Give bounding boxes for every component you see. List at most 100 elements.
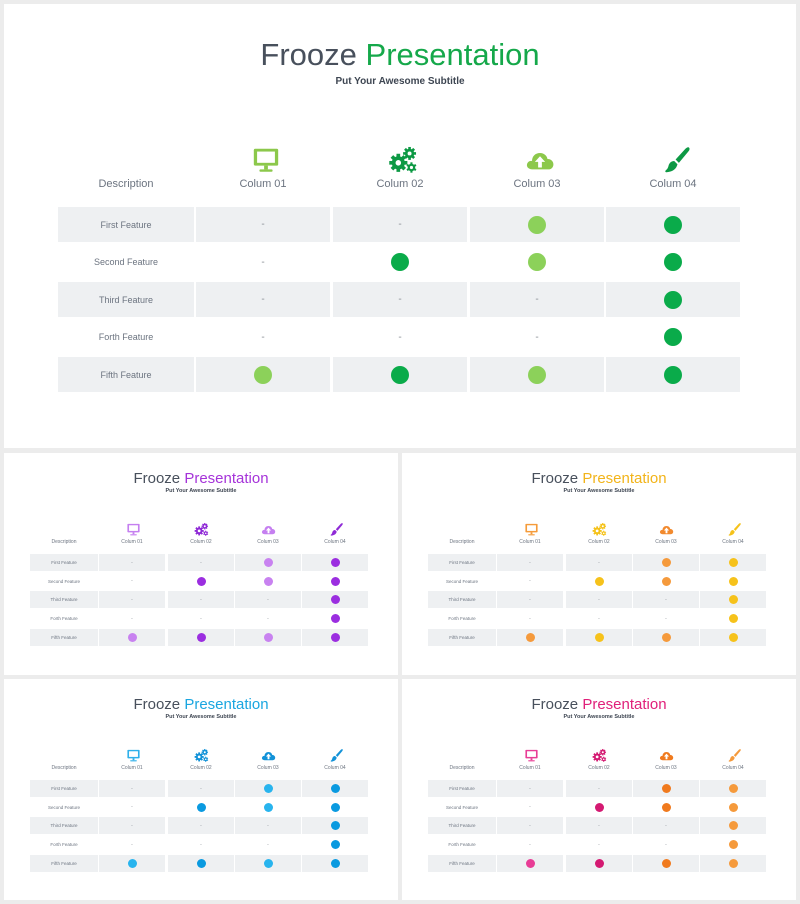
description-header: Description [449,539,475,545]
cloud-upload-icon [659,748,674,763]
gears-icon [592,748,607,763]
dash-mark: - [200,785,202,792]
table-cell [633,554,699,571]
table-cell: - [633,610,699,627]
table-cell [633,628,699,646]
table-cell [302,799,368,816]
column-header: Colum 01 [239,178,287,190]
slide-title: Frooze Presentation [4,37,796,73]
status-dot [594,632,604,642]
table-cell [700,554,766,571]
table-cell [566,854,632,872]
table-cell: - [566,554,632,571]
status-dot [528,215,546,234]
table-cell: - [470,320,604,355]
slide-purple: Frooze Presentation Put Your Awesome Subt… [4,453,398,675]
table-cell: - [333,207,467,242]
column-header: Colum 02 [190,539,212,545]
title-dark-word: Frooze [133,470,181,487]
row-label: First Feature [30,554,98,571]
status-dot [664,290,682,309]
dash-mark: - [131,578,133,585]
table-cell: - [633,817,699,835]
column-header: Colum 01 [519,765,541,771]
title-accent-word: Presentation [184,470,269,487]
table-cell [606,320,740,355]
row-label: Fifth Feature [30,628,98,646]
gears-icon [592,522,607,537]
cloud-upload-icon [525,145,555,175]
table-cell [168,799,234,816]
column-header: Colum 02 [588,765,610,771]
table-cell [700,780,766,797]
dash-mark: - [529,822,531,829]
table-cell [633,573,699,590]
dash-mark: - [131,785,133,792]
row-label: Forth Feature [98,332,154,342]
table-cell [99,628,165,646]
dash-mark: - [529,615,531,622]
row-label: First Feature [58,207,194,242]
table-cell: - [497,573,563,590]
slide-subtitle: Put Your Awesome Subtitle [165,714,237,720]
status-dot [661,858,671,868]
slide-main-green: Frooze Presentation Put Your Awesome Subt… [4,4,796,448]
row-label: Third Feature [30,817,98,835]
status-dot [263,632,273,642]
table-cell [302,854,368,872]
status-dot [330,614,340,624]
dash-mark: - [598,785,600,792]
status-dot [254,365,272,384]
status-dot [330,840,340,850]
table-cell [606,245,740,280]
dash-mark: - [200,596,202,603]
row-label: Fifth Feature [428,854,496,872]
table-cell: - [566,836,632,853]
table-cell: - [333,320,467,355]
table-cell [700,591,766,609]
status-dot [263,784,273,793]
table-cell: - [566,591,632,609]
row-label: Second Feature [445,578,479,584]
table-cell: - [633,836,699,853]
dash-mark: - [665,841,667,848]
column-header: Colum 04 [649,178,697,190]
table-cell [470,245,604,280]
status-dot [728,784,738,793]
dash-mark: - [261,219,265,230]
title-dark-word: Frooze [531,696,579,713]
status-dot [391,253,409,271]
status-dot [664,328,682,346]
description-header: Description [51,765,77,771]
paintbrush-icon [329,522,344,537]
table-cell [700,836,766,853]
slide-title: Frooze Presentation [4,470,398,487]
slide-subtitle: Put Your Awesome Subtitle [563,714,635,720]
dash-mark: - [267,822,269,829]
status-dot [728,558,738,567]
row-label: Second Feature [47,804,81,810]
title-dark-word: Frooze [531,470,579,487]
table-cell [235,573,301,590]
cloud-upload-icon [659,522,674,537]
table-cell: - [99,780,165,797]
dash-mark: - [261,331,265,343]
table-cell [633,780,699,797]
column-header: Colum 02 [588,539,610,545]
status-dot [391,365,409,384]
description-header: Description [51,539,77,545]
status-dot [196,802,206,812]
slide-title: Frooze Presentation [4,696,398,713]
title-accent-word: Presentation [582,696,667,713]
table-cell: - [168,591,234,609]
row-label: First Feature [30,780,98,797]
column-header: Colum 04 [324,539,346,545]
dash-mark: - [598,559,600,566]
row-label: Fifth Feature [30,854,98,872]
status-dot [330,595,340,605]
column-header: Colum 01 [121,539,143,545]
status-dot [127,858,137,868]
status-dot [664,215,682,234]
status-dot [664,365,682,384]
table-cell [606,282,740,317]
